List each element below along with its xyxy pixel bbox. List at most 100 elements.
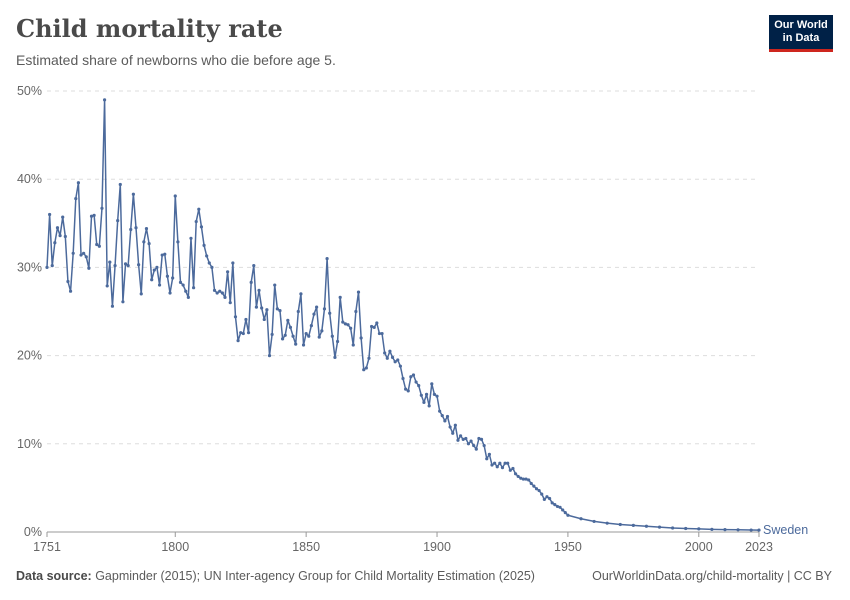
- data-point: [684, 526, 688, 531]
- data-point: [257, 288, 261, 292]
- data-point: [189, 236, 193, 240]
- data-point: [383, 351, 387, 355]
- data-point: [566, 513, 570, 517]
- data-point: [228, 301, 232, 305]
- data-point: [369, 324, 374, 329]
- data-point: [262, 317, 266, 322]
- x-tick-label: 1850: [292, 540, 320, 554]
- data-point: [95, 242, 99, 247]
- data-point: [181, 283, 185, 287]
- data-point: [89, 214, 94, 218]
- data-point: [390, 355, 395, 359]
- data-point: [757, 528, 761, 532]
- data-point: [286, 318, 290, 322]
- data-point: [422, 400, 426, 404]
- data-point: [354, 309, 358, 314]
- data-point: [495, 465, 499, 469]
- x-tick-label: 1800: [161, 540, 189, 554]
- data-point: [723, 528, 727, 532]
- data-point: [74, 197, 78, 201]
- data-point: [275, 307, 279, 311]
- data-point: [48, 212, 52, 217]
- data-point: [142, 240, 146, 244]
- data-point: [45, 265, 49, 269]
- data-point: [218, 289, 222, 293]
- data-point: [511, 466, 515, 471]
- data-point: [644, 524, 649, 528]
- logo-line-1: Our World: [774, 19, 828, 31]
- data-point: [265, 308, 269, 312]
- data-point: [199, 225, 204, 229]
- data-point: [296, 309, 300, 314]
- data-point: [215, 291, 219, 295]
- y-tick-label: 30%: [17, 260, 42, 274]
- data-point: [474, 447, 478, 451]
- data-point: [372, 325, 376, 329]
- data-point: [375, 321, 379, 325]
- data-point: [283, 333, 287, 337]
- owid-logo[interactable]: Our World in Data: [769, 15, 833, 52]
- data-point: [108, 260, 112, 264]
- data-point: [338, 295, 342, 299]
- y-tick-label: 40%: [17, 172, 42, 186]
- data-point: [226, 270, 230, 274]
- data-point: [398, 364, 402, 368]
- data-point: [443, 419, 447, 423]
- data-point: [561, 508, 565, 512]
- data-point: [362, 368, 366, 372]
- data-point: [406, 389, 410, 393]
- data-point: [304, 331, 308, 336]
- data-point: [550, 501, 554, 505]
- data-point: [260, 306, 264, 310]
- data-point: [697, 527, 701, 531]
- data-point: [294, 342, 298, 346]
- data-point: [438, 409, 442, 413]
- data-point: [367, 356, 371, 360]
- data-point: [527, 478, 531, 482]
- data-point: [414, 380, 418, 384]
- series-label-sweden: Sweden: [763, 523, 808, 537]
- data-point: [155, 265, 159, 269]
- data-point: [139, 292, 143, 296]
- data-point: [351, 343, 355, 347]
- data-point: [102, 98, 107, 102]
- data-point: [440, 413, 444, 418]
- data-point: [377, 331, 382, 336]
- data-point: [299, 292, 303, 296]
- data-point: [417, 383, 421, 388]
- data-point: [236, 339, 240, 343]
- data-point: [100, 206, 104, 210]
- data-point: [309, 324, 313, 328]
- data-point: [61, 215, 65, 219]
- data-point: [168, 291, 172, 295]
- data-point: [84, 255, 88, 259]
- x-tick-label: 1950: [554, 540, 582, 554]
- data-point: [307, 334, 311, 338]
- data-point: [393, 360, 397, 364]
- data-point: [79, 253, 83, 257]
- data-point: [485, 457, 489, 461]
- data-point: [202, 243, 206, 247]
- data-point: [487, 452, 491, 456]
- data-point: [320, 329, 324, 333]
- data-point: [249, 280, 253, 284]
- data-source-label: Data source:: [16, 569, 92, 583]
- data-point: [453, 423, 457, 427]
- data-point: [516, 474, 520, 479]
- data-point: [171, 276, 175, 280]
- data-point: [163, 252, 167, 256]
- data-point: [118, 182, 122, 187]
- data-point: [241, 331, 245, 336]
- data-point: [129, 227, 133, 232]
- x-tick-label: 1751: [33, 540, 61, 554]
- data-point: [482, 443, 486, 448]
- data-point: [545, 495, 549, 499]
- data-point: [466, 442, 471, 446]
- data-point: [212, 288, 217, 292]
- source-url-link[interactable]: OurWorldinData.org/child-mortality | CC …: [592, 569, 832, 583]
- data-point: [147, 241, 151, 246]
- data-point: [493, 461, 497, 465]
- data-point: [555, 504, 560, 509]
- data-point: [97, 244, 101, 248]
- data-point: [508, 468, 512, 472]
